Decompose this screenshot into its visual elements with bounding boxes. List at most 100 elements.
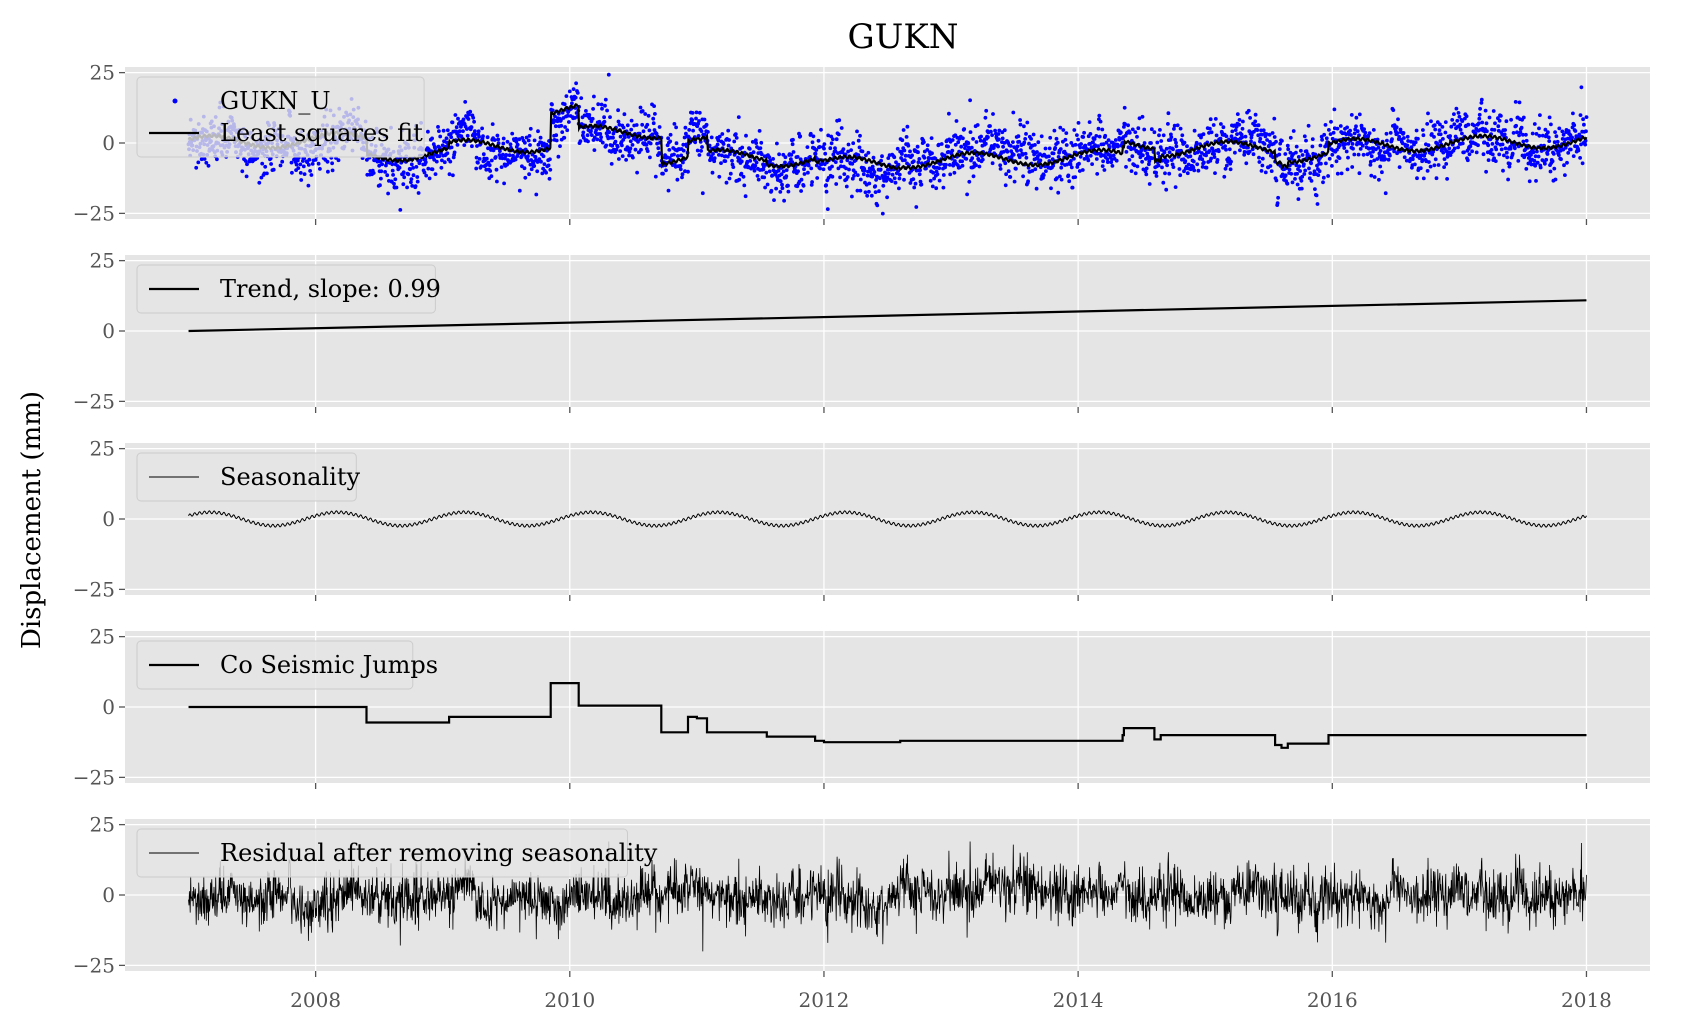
observed-point [1224, 134, 1229, 139]
observed-point [842, 172, 847, 177]
observed-point [616, 119, 621, 124]
observed-point [727, 138, 731, 142]
observed-point [602, 119, 607, 124]
observed-point [870, 164, 875, 169]
observed-point [1178, 126, 1183, 131]
observed-point [1167, 171, 1172, 176]
observed-point [1446, 150, 1451, 155]
observed-point [823, 151, 828, 156]
observed-point [1056, 190, 1061, 195]
observed-point [750, 140, 755, 144]
observed-point [1448, 153, 1453, 158]
observed-point [768, 158, 773, 163]
observed-point [1289, 157, 1294, 161]
observed-point [1465, 158, 1470, 163]
observed-point [645, 149, 650, 154]
observed-point [657, 125, 662, 129]
observed-point [661, 171, 665, 176]
observed-point [1166, 122, 1170, 126]
observed-point [865, 193, 870, 198]
observed-point [1447, 146, 1452, 151]
observed-point [753, 138, 758, 143]
observed-point [567, 120, 571, 124]
observed-point [956, 140, 961, 145]
observed-point [1320, 137, 1324, 142]
observed-point [1391, 108, 1396, 112]
observed-point [308, 169, 312, 173]
observed-point [1194, 140, 1199, 145]
observed-point [554, 133, 559, 138]
legend-label: Seasonality [220, 463, 360, 491]
observed-point [1448, 134, 1452, 138]
observed-point [1024, 155, 1029, 160]
observed-point [599, 135, 603, 140]
observed-point [1518, 130, 1523, 135]
observed-point [841, 147, 846, 152]
observed-point [1334, 159, 1339, 164]
observed-point [1559, 157, 1563, 162]
observed-point [1137, 116, 1142, 121]
observed-point [1314, 193, 1319, 198]
observed-point [625, 123, 630, 128]
observed-point [1304, 149, 1309, 154]
observed-point [1337, 156, 1342, 161]
observed-point [1011, 152, 1016, 157]
observed-point [706, 152, 711, 157]
observed-point [448, 132, 453, 136]
observed-point [1392, 149, 1396, 154]
observed-point [852, 173, 856, 178]
observed-point [1164, 146, 1169, 151]
observed-point [591, 107, 595, 111]
observed-point [1080, 168, 1085, 172]
observed-point [780, 182, 784, 187]
observed-point [780, 186, 785, 191]
observed-point [1269, 169, 1274, 174]
observed-point [860, 149, 865, 154]
observed-point [1414, 128, 1419, 133]
observed-point [998, 167, 1003, 171]
observed-point [1098, 119, 1103, 124]
observed-point [263, 164, 268, 169]
observed-point [550, 102, 554, 107]
observed-point [1566, 151, 1571, 155]
observed-point [1147, 162, 1151, 167]
observed-point [1127, 158, 1132, 162]
observed-point [1582, 122, 1586, 127]
observed-point [1147, 182, 1152, 186]
observed-point [725, 154, 730, 159]
observed-point [1277, 152, 1282, 157]
observed-point [378, 183, 382, 188]
observed-point [1535, 149, 1539, 154]
observed-point [1547, 139, 1552, 144]
observed-point [453, 113, 458, 117]
observed-point [1250, 147, 1255, 152]
observed-point [1022, 124, 1026, 129]
observed-point [980, 157, 985, 162]
observed-point [260, 161, 265, 166]
observed-point [1133, 130, 1138, 135]
observed-point [1581, 117, 1585, 122]
observed-point [1175, 123, 1180, 128]
observed-point [394, 185, 399, 190]
observed-point [1306, 123, 1311, 128]
observed-point [392, 181, 396, 186]
observed-point [613, 139, 618, 144]
observed-point [391, 173, 395, 177]
observed-point [1142, 141, 1147, 145]
observed-point [867, 181, 872, 186]
y-tick-label: 0 [102, 131, 115, 155]
observed-point [527, 172, 531, 177]
observed-point [1580, 161, 1585, 166]
observed-point [1017, 139, 1022, 144]
observed-point [1260, 132, 1264, 137]
observed-point [1383, 191, 1388, 196]
observed-point [605, 108, 609, 113]
observed-point [1127, 130, 1132, 135]
observed-point [1421, 128, 1425, 132]
observed-point [772, 198, 776, 203]
observed-point [535, 169, 540, 174]
observed-point [850, 194, 854, 199]
observed-point [1372, 158, 1377, 163]
legend-label: Least squares fit [220, 119, 423, 147]
observed-point [626, 135, 631, 139]
